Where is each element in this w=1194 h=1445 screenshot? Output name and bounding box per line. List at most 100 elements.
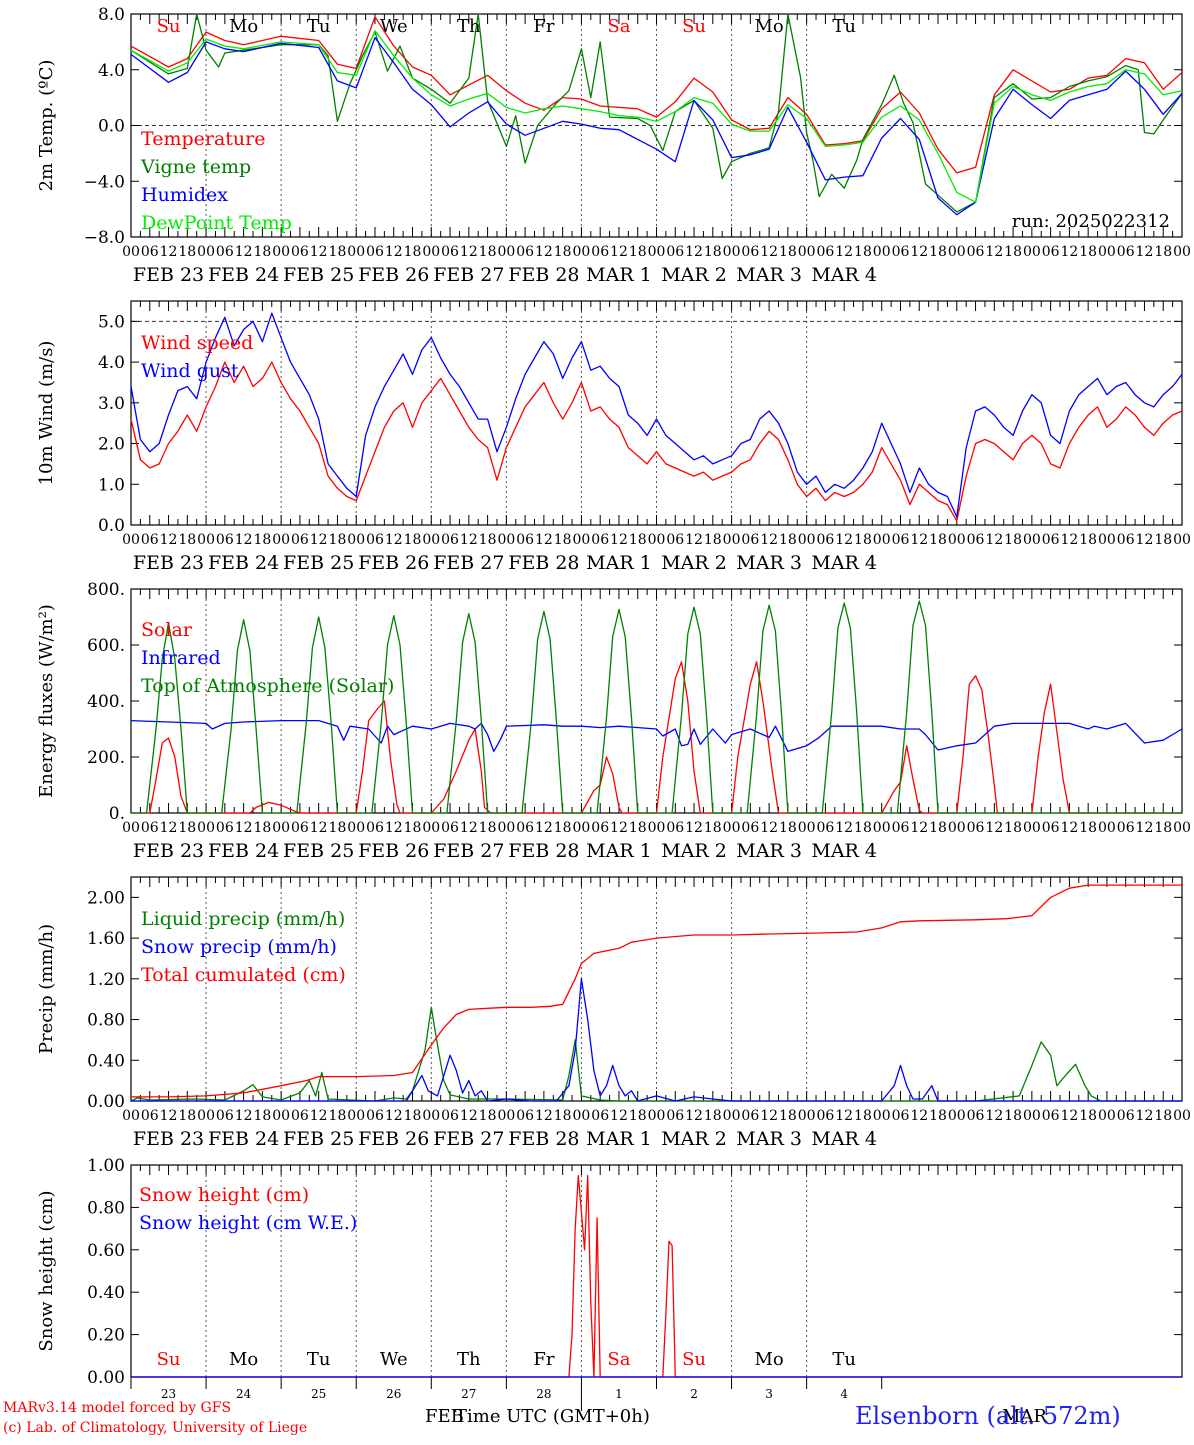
x-hour-label: 18: [704, 532, 722, 548]
x-hour-label: 06: [291, 1108, 309, 1124]
x-hour-label: 06: [441, 820, 459, 836]
x-day-number: 26: [386, 1387, 401, 1401]
series-line-vigne-temp: [130, 13, 1183, 213]
y-tick-label: 2.0: [98, 435, 125, 455]
x-hour-label: 06: [516, 244, 534, 260]
x-hour-label: 00: [1098, 532, 1116, 548]
x-hour-label: 00: [948, 244, 966, 260]
x-hour-label: 06: [516, 820, 534, 836]
x-hour-label: 18: [479, 244, 497, 260]
x-hour-label: 00: [197, 532, 215, 548]
x-hour-label: 06: [516, 532, 534, 548]
x-hour-label: 00: [197, 1108, 215, 1124]
day-of-week-label: Mo: [754, 16, 783, 37]
x-hour-label: 00: [272, 244, 290, 260]
y-tick-label: 0.40: [87, 1283, 125, 1303]
series-line-temperature: [130, 16, 1183, 174]
x-date-label: MAR 1: [586, 1128, 652, 1150]
x-hour-label: 06: [216, 1108, 234, 1124]
day-of-week-label: We: [380, 1349, 408, 1370]
x-date-label: MAR 2: [661, 264, 727, 286]
day-of-week-label: Th: [457, 1349, 481, 1370]
x-hour-label: 18: [704, 244, 722, 260]
x-hour-label: 18: [404, 1108, 422, 1124]
x-hour-label: 12: [760, 244, 778, 260]
x-hour-label: 00: [573, 244, 591, 260]
x-hour-label: 06: [591, 244, 609, 260]
legend-entry: Top of Atmosphere (Solar): [141, 675, 394, 697]
x-date-label: MAR 2: [661, 1128, 727, 1150]
x-hour-label: 00: [573, 532, 591, 548]
y-tick-label: 0.00: [87, 1368, 125, 1388]
x-hour-label: 12: [310, 244, 328, 260]
x-hour-label: 06: [1042, 1108, 1060, 1124]
x-hour-label: 18: [404, 820, 422, 836]
x-hour-label: 00: [1098, 1108, 1116, 1124]
x-hour-label: 18: [554, 1108, 572, 1124]
x-hour-label: 06: [291, 532, 309, 548]
x-hour-label: 12: [385, 1108, 403, 1124]
x-hour-label: 18: [1079, 532, 1097, 548]
x-date-label: MAR 3: [736, 1128, 802, 1150]
x-hour-label: 12: [310, 1108, 328, 1124]
y-tick-label: 5.0: [98, 312, 125, 332]
y-tick-label: 0.0: [98, 117, 125, 137]
x-hour-label: 12: [610, 532, 628, 548]
x-hour-label: 18: [779, 532, 797, 548]
x-hour-label: 00: [723, 244, 741, 260]
x-hour-label: 12: [985, 1108, 1003, 1124]
x-hour-label: 12: [1060, 244, 1078, 260]
x-hour-label: 06: [1117, 1108, 1135, 1124]
x-hour-label: 06: [441, 1108, 459, 1124]
x-hour-label: 06: [816, 244, 834, 260]
x-hour-label: 06: [441, 244, 459, 260]
x-hour-label: 18: [329, 1108, 347, 1124]
x-hour-label: 12: [760, 820, 778, 836]
x-hour-label: 00: [1098, 244, 1116, 260]
x-hour-label: 06: [666, 532, 684, 548]
x-hour-label: 06: [892, 1108, 910, 1124]
x-hour-label: 12: [385, 532, 403, 548]
x-hour-label: 18: [479, 820, 497, 836]
day-of-week-label: Mo: [229, 16, 258, 37]
x-hour-label: 18: [1079, 820, 1097, 836]
x-day-number: 23: [161, 1387, 176, 1401]
x-date-label: FEB 25: [283, 264, 354, 286]
x-hour-label: 12: [835, 244, 853, 260]
y-tick-label: 600.: [87, 636, 125, 656]
x-hour-label: 18: [929, 1108, 947, 1124]
x-hour-label: 00: [1023, 1108, 1041, 1124]
x-hour-label: 12: [1136, 1108, 1154, 1124]
x-hour-label: 18: [253, 1108, 271, 1124]
x-hour-label: 00: [422, 244, 440, 260]
x-hour-label: 00: [573, 1108, 591, 1124]
x-hour-label: 00: [723, 1108, 741, 1124]
legend-entry: Snow height (cm): [139, 1184, 309, 1206]
y-axis-title: Precip (mm/h): [36, 924, 57, 1054]
x-hour-label: 00: [1173, 532, 1191, 548]
x-date-label: FEB 23: [133, 264, 204, 286]
x-hour-label: 12: [685, 244, 703, 260]
x-date-label: FEB 25: [283, 840, 354, 862]
x-hour-label: 06: [366, 1108, 384, 1124]
x-date-label: FEB 27: [433, 840, 504, 862]
x-hour-label: 12: [910, 1108, 928, 1124]
x-hour-label: 18: [479, 1108, 497, 1124]
y-tick-label: 2.00: [87, 888, 125, 908]
x-hour-label: 06: [967, 820, 985, 836]
x-hour-label: 00: [197, 820, 215, 836]
x-hour-label: 00: [1173, 1108, 1191, 1124]
x-hour-label: 00: [798, 1108, 816, 1124]
x-hour-label: 00: [497, 1108, 515, 1124]
x-hour-label: 12: [610, 244, 628, 260]
day-of-week-label: Fr: [533, 16, 554, 37]
x-hour-label: 00: [798, 532, 816, 548]
x-hour-label: 06: [1117, 820, 1135, 836]
x-date-label: FEB 24: [208, 840, 279, 862]
x-hour-label: 12: [160, 820, 178, 836]
x-hour-label: 18: [629, 244, 647, 260]
x-hour-label: 18: [704, 820, 722, 836]
day-of-week-label: Tu: [307, 16, 331, 37]
x-hour-label: 18: [329, 820, 347, 836]
x-hour-label: 18: [554, 244, 572, 260]
